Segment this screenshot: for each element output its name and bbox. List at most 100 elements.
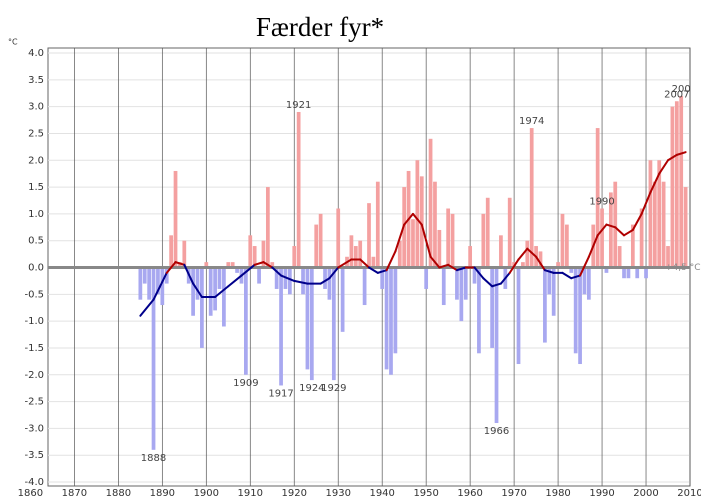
bar <box>613 181 618 268</box>
smooth-line <box>165 261 177 274</box>
bar <box>367 203 371 268</box>
bar <box>301 267 305 295</box>
bar <box>472 267 477 284</box>
bar <box>248 235 253 268</box>
smooth-line <box>376 269 388 274</box>
bar <box>551 267 556 316</box>
bar <box>648 160 653 268</box>
annotation: 2007 <box>664 89 689 100</box>
bar <box>309 267 314 381</box>
bar <box>208 267 213 316</box>
annotation: 1929 <box>321 383 346 394</box>
bar <box>156 267 160 295</box>
smooth-line <box>605 223 617 229</box>
smooth-line <box>491 282 502 288</box>
bar <box>516 267 521 365</box>
smooth-line <box>623 228 634 237</box>
smooth-line <box>280 274 296 282</box>
bar <box>560 213 565 268</box>
bar <box>257 267 261 284</box>
x-tick-label: 1980 <box>545 488 570 499</box>
bar <box>151 267 156 450</box>
annotation: 1917 <box>268 388 293 399</box>
smooth-line <box>535 255 546 272</box>
bar <box>397 240 402 268</box>
bar <box>160 267 165 306</box>
bar <box>608 192 613 268</box>
bar <box>666 246 670 268</box>
y-tick-label: -2.0 <box>24 370 44 381</box>
smooth-line <box>631 212 643 231</box>
x-tick-label: 1940 <box>369 488 394 499</box>
annotation: 1974 <box>519 116 544 127</box>
smooth-line <box>447 263 458 272</box>
bar <box>230 262 235 268</box>
bar <box>543 267 547 343</box>
annotation: 1888 <box>141 453 166 464</box>
bar <box>323 267 327 289</box>
bar <box>547 267 552 295</box>
bar <box>652 181 657 268</box>
x-tick-label: 1990 <box>589 488 614 499</box>
bar <box>538 251 543 268</box>
bar <box>244 267 248 375</box>
smooth-line <box>473 266 485 280</box>
bar <box>622 267 626 279</box>
smooth-line <box>614 226 626 237</box>
bar <box>604 267 609 273</box>
bar <box>270 262 275 268</box>
smooth-line <box>517 247 529 261</box>
smooth-line <box>561 271 573 280</box>
x-tick-label: 2000 <box>633 488 658 499</box>
y-tick-label: -1.5 <box>24 343 44 354</box>
bar <box>213 267 217 311</box>
y-tick-label: 1.0 <box>28 209 44 220</box>
smooth-line <box>455 266 467 272</box>
y-tick-label: -0.5 <box>24 289 44 300</box>
y-tick-label: 0.5 <box>28 236 44 247</box>
bar <box>679 95 684 268</box>
annotation: 1924 <box>299 383 324 394</box>
bar <box>252 246 257 268</box>
smooth-line <box>359 258 370 269</box>
bar <box>327 267 332 300</box>
y-tick-label: 1.5 <box>28 182 44 193</box>
bar <box>274 267 279 289</box>
smooth-line <box>319 277 331 285</box>
smooth-line <box>152 271 168 301</box>
bar <box>200 267 204 348</box>
bar <box>437 229 442 268</box>
smooth-line <box>183 263 195 285</box>
smooth-line <box>499 271 511 285</box>
x-tick-label: 1860 <box>18 488 43 499</box>
y-tick-label: -4.0 <box>24 477 44 488</box>
bar <box>446 208 451 268</box>
smooth-line <box>139 298 155 317</box>
bar <box>261 240 266 268</box>
smooth-line <box>385 250 397 272</box>
bar <box>195 267 200 300</box>
smooth-line <box>587 234 599 258</box>
bar <box>441 267 446 306</box>
smooth-line <box>214 285 230 298</box>
annotation: 1990 <box>589 197 614 208</box>
bar <box>292 246 297 268</box>
x-tick-label: 1950 <box>413 488 438 499</box>
bar <box>393 267 398 354</box>
bar <box>644 267 648 279</box>
annotation: 1921 <box>286 100 311 111</box>
bar <box>630 224 635 268</box>
bar <box>556 262 560 268</box>
smooth-line <box>675 151 687 156</box>
bar <box>586 267 591 300</box>
bar <box>424 267 429 289</box>
smooth-line <box>271 266 283 277</box>
smooth-line <box>579 255 590 277</box>
bar <box>314 224 319 268</box>
bar <box>661 181 666 268</box>
bar <box>318 213 323 268</box>
bar <box>683 187 688 268</box>
smooth-line <box>526 247 538 258</box>
bar <box>485 197 490 268</box>
bar <box>340 267 345 332</box>
